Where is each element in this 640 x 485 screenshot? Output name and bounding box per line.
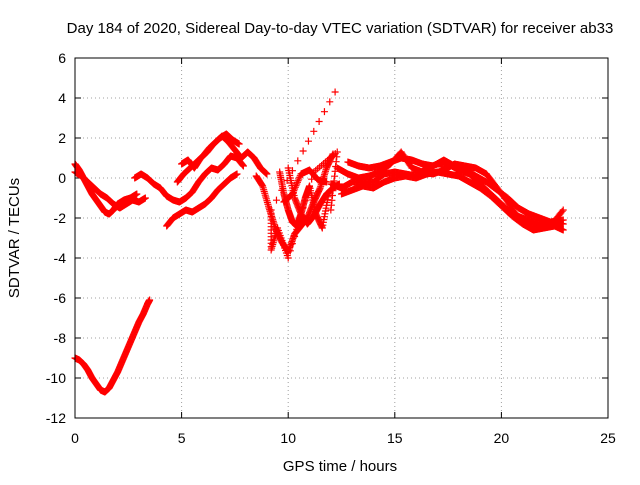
plot-frame	[74, 57, 609, 419]
data-point	[303, 190, 311, 197]
data-point	[297, 211, 305, 219]
data-point	[288, 167, 296, 175]
x-tick-label: 25	[600, 430, 616, 446]
data-point	[559, 216, 567, 224]
data-point	[331, 88, 339, 96]
tick-layer	[74, 57, 609, 419]
y-tick-label: -4	[54, 250, 67, 266]
y-tick-label: -2	[54, 210, 67, 226]
x-tick-label: 20	[494, 430, 510, 446]
data-point	[146, 296, 154, 304]
data-point	[289, 188, 297, 196]
data-point	[291, 183, 299, 191]
data-point	[278, 186, 286, 194]
data-point	[288, 190, 296, 198]
data-point	[308, 175, 316, 183]
data-point	[235, 140, 243, 148]
data-point	[294, 157, 302, 165]
data-point	[263, 170, 271, 178]
data-point	[293, 225, 301, 233]
data-point	[293, 180, 301, 188]
x-tick-label: 0	[71, 430, 79, 446]
grid-layer	[75, 58, 608, 418]
series-track-outliers	[267, 88, 341, 262]
data-point	[295, 175, 303, 183]
series-track-early-low	[71, 296, 154, 396]
data-point	[291, 233, 299, 240]
data-point	[295, 218, 303, 226]
y-tick-label: -6	[54, 290, 67, 306]
data-points-layer	[71, 88, 567, 396]
y-axis-title: SDTVAR / TECUs	[6, 178, 23, 298]
data-point	[559, 226, 567, 234]
data-point	[239, 162, 247, 170]
y-tick-label: -8	[54, 330, 67, 346]
data-point	[326, 98, 334, 106]
data-point	[233, 170, 241, 178]
data-point	[294, 177, 302, 185]
data-point	[288, 240, 296, 248]
x-tick-label: 15	[387, 430, 403, 446]
data-point	[291, 185, 299, 193]
series-track-afternoon-d	[344, 154, 567, 226]
series-track-mid-b	[163, 170, 241, 230]
chart-title: Day 184 of 2020, Sidereal Day-to-day VTE…	[67, 20, 614, 37]
y-tick-label: -10	[46, 370, 66, 386]
data-point	[283, 177, 291, 184]
series-track-start-a	[71, 160, 141, 218]
y-tick-label: -12	[46, 410, 66, 426]
data-point	[133, 190, 141, 198]
data-point	[284, 254, 292, 262]
data-point	[310, 127, 318, 135]
data-point	[301, 197, 309, 205]
data-point	[559, 206, 567, 214]
data-point	[315, 118, 323, 125]
data-point	[293, 178, 301, 186]
x-axis-title: GPS time / hours	[283, 458, 397, 475]
data-point	[290, 187, 298, 195]
x-tick-label: 10	[280, 430, 296, 446]
series-track-mid-d	[178, 130, 243, 172]
series-track-noon-d	[280, 166, 331, 206]
series-track-afternoon-c	[338, 168, 567, 234]
y-tick-label: 4	[58, 90, 66, 106]
data-point	[299, 204, 307, 212]
data-point	[299, 147, 307, 155]
y-tick-label: 2	[58, 130, 66, 146]
x-tick-label: 5	[178, 430, 186, 446]
data-point	[306, 182, 314, 190]
data-point	[558, 207, 566, 215]
data-point	[320, 108, 328, 116]
data-point	[327, 206, 335, 214]
data-point	[272, 196, 280, 204]
series-track-start-b	[71, 168, 149, 212]
data-point	[304, 137, 312, 145]
data-point	[141, 194, 149, 202]
data-point	[292, 182, 300, 190]
data-point	[296, 173, 304, 181]
y-tick-label: 0	[58, 170, 66, 186]
tick-label-layer: 0 5 10 15 20 25 -12 -10 -8 -6 -4 -2 0 2 4 6	[46, 50, 616, 446]
y-tick-label: 6	[58, 50, 66, 66]
data-point	[323, 178, 331, 186]
data-point	[286, 247, 294, 255]
